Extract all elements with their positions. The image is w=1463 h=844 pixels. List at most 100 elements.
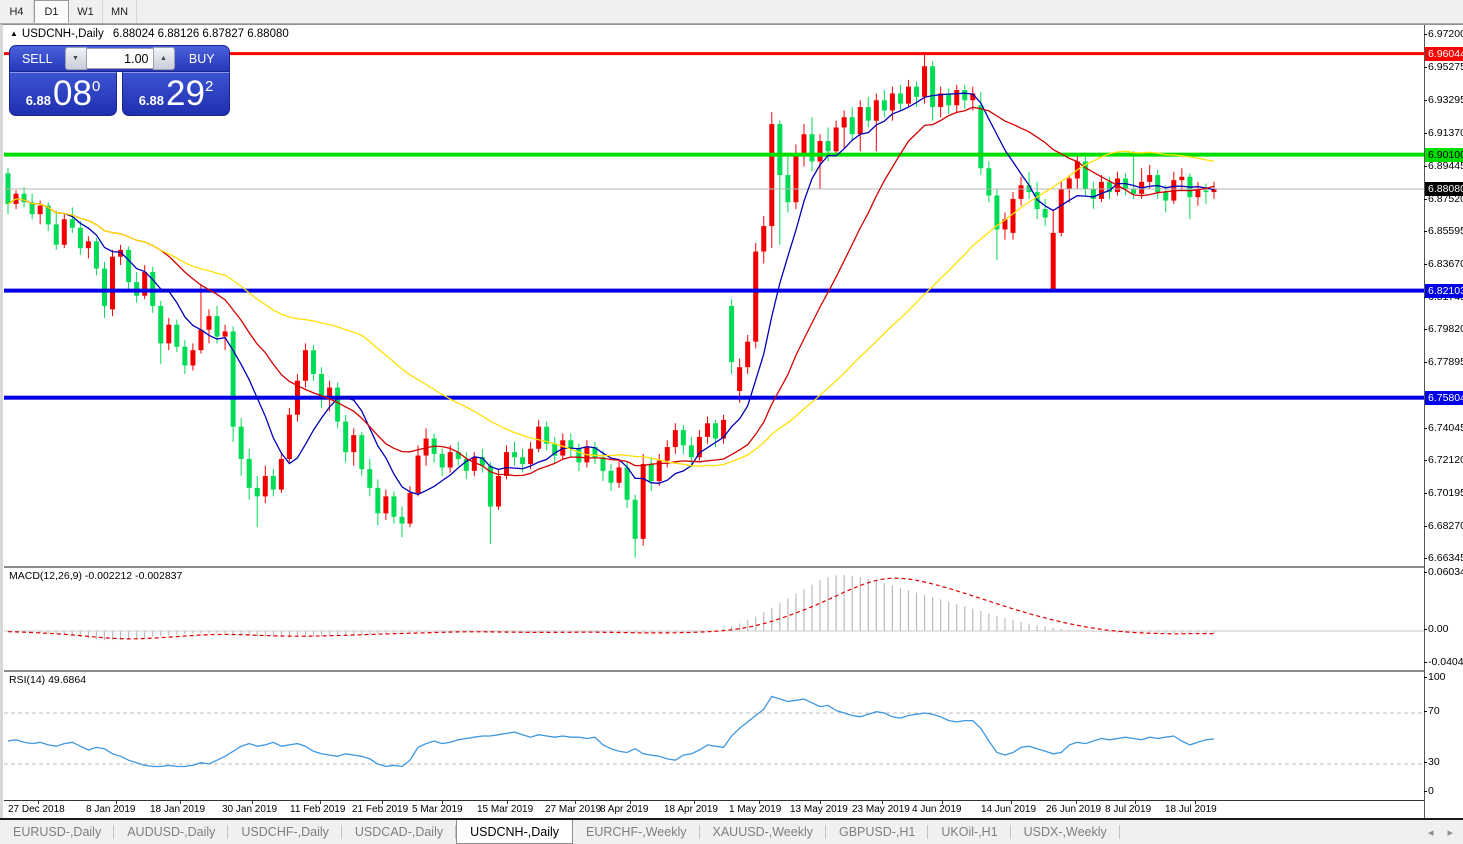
date-label: 8 Jan 2019 xyxy=(86,804,136,815)
price-tick-6.95275: 6.95275 xyxy=(1424,61,1463,73)
tab-scroll-left-icon[interactable]: ◂ xyxy=(1427,826,1434,839)
moving-average-45 xyxy=(7,150,1215,467)
price-badge-6.82103: 6.82103 xyxy=(1425,283,1463,298)
symbol-tab-eurusd-daily[interactable]: EURUSD-,Daily xyxy=(0,820,115,844)
level-line-6.90100[interactable] xyxy=(4,152,1424,157)
rsi-canvas xyxy=(4,695,1424,768)
price-tick-6.79820: 6.79820 xyxy=(1424,323,1463,335)
level-line-6.96044[interactable] xyxy=(4,52,1424,56)
symbol-tab-audusd-daily[interactable]: AUDUSD-,Daily xyxy=(114,820,229,844)
sell-price-prefix: 6.88 xyxy=(25,92,52,108)
date-tickmark xyxy=(1011,801,1012,804)
rsi-tick-30: 30 xyxy=(1424,756,1440,768)
date-label: 5 Mar 2019 xyxy=(412,804,463,815)
date-tickmark xyxy=(442,801,443,804)
rsi-label: RSI(14) 49.6864 xyxy=(9,674,87,686)
date-tickmark xyxy=(575,801,576,804)
date-label: 1 May 2019 xyxy=(729,804,782,815)
date-tickmark xyxy=(507,801,508,804)
price-tick-6.74045: 6.74045 xyxy=(1424,422,1463,434)
chart-ohlc-values: 6.88024 6.88126 6.87827 6.88080 xyxy=(112,28,289,40)
chevron-down-icon: ▼ xyxy=(72,55,79,62)
date-tickmark xyxy=(630,801,631,804)
symbol-tab-usdchf-daily[interactable]: USDCHF-,Daily xyxy=(228,820,342,844)
price-tick-6.68270: 6.68270 xyxy=(1424,520,1463,532)
timeframe-button-w1[interactable]: W1 xyxy=(69,0,103,23)
price-tick-6.97200: 6.97200 xyxy=(1424,28,1463,40)
price-tick-6.77895: 6.77895 xyxy=(1424,356,1463,368)
date-tickmark xyxy=(320,801,321,804)
date-tickmark xyxy=(116,801,117,804)
date-label: 8 Apr 2019 xyxy=(600,804,649,815)
date-tickmark xyxy=(382,801,383,804)
price-pane[interactable]: ▲ USDCNH-,Daily 6.88024 6.88126 6.87827 6… xyxy=(4,25,1424,566)
buy-price-display[interactable]: 6.88 29 2 xyxy=(122,72,230,116)
tab-scroll-right-icon[interactable]: ▸ xyxy=(1447,826,1453,839)
symbol-tab-eurchf-weekly[interactable]: EURCHF-,Weekly xyxy=(573,820,700,844)
rsi-tick-70: 70 xyxy=(1424,705,1440,717)
level-line-6.75804[interactable] xyxy=(4,395,1424,400)
sell-price-pips: 08 xyxy=(53,74,92,113)
price-axis[interactable]: 6.97200 6.95275 6.93295 6.91370 6.89445 6.875… xyxy=(1423,25,1463,819)
symbol-tab-usdx-weekly[interactable]: USDX-,Weekly xyxy=(1011,820,1120,844)
buy-button[interactable]: BUY xyxy=(188,51,215,66)
buy-price-point: 2 xyxy=(204,77,214,95)
price-tick-6.72120: 6.72120 xyxy=(1424,454,1463,466)
date-label: 27 Dec 2018 xyxy=(8,804,65,815)
macd-canvas xyxy=(4,575,1424,641)
macd-tick-0.00: 0.00 xyxy=(1423,623,1449,635)
date-label: 30 Jan 2019 xyxy=(222,804,278,815)
level-line-6.82103[interactable] xyxy=(4,288,1424,293)
timeframe-button-mn[interactable]: MN xyxy=(103,0,137,23)
collapse-arrow-icon[interactable]: ▲ xyxy=(10,29,18,38)
chart-symbol-label: USDCNH-,Daily xyxy=(21,28,104,40)
price-tick-6.66345: 6.66345 xyxy=(1424,552,1463,564)
price-badge-6.88080: 6.88080 xyxy=(1425,182,1463,196)
macd-tick--0.040415: -0.040415 xyxy=(1423,656,1463,668)
price-tick-6.93295: 6.93295 xyxy=(1424,94,1463,106)
sell-price-display[interactable]: 6.88 08 0 xyxy=(9,72,117,116)
date-tickmark xyxy=(820,801,821,804)
chart-title: ▲ USDCNH-,Daily 6.88024 6.88126 6.87827 6… xyxy=(10,28,289,40)
symbol-tab-xauusd-weekly[interactable]: XAUUSD-,Weekly xyxy=(700,820,826,844)
date-tickmark xyxy=(252,801,253,804)
date-label: 23 May 2019 xyxy=(852,804,910,815)
rsi-tick-100: 100 xyxy=(1424,671,1446,683)
date-label: 13 May 2019 xyxy=(790,804,848,815)
date-tickmark xyxy=(694,801,695,804)
date-tickmark xyxy=(882,801,883,804)
macd-pane[interactable]: MACD(12,26,9) -0.002212 -0.002837 xyxy=(4,566,1424,670)
symbol-tab-ukoil-h1[interactable]: UKOil-,H1 xyxy=(928,820,1011,844)
sell-button[interactable]: SELL xyxy=(21,51,53,66)
symbol-tab-usdcad-daily[interactable]: USDCAD-,Daily xyxy=(342,820,457,844)
symbol-tab-gbpusd-h1[interactable]: GBPUSD-,H1 xyxy=(826,820,929,844)
volume-increase-button[interactable]: ▲ xyxy=(152,47,175,70)
price-chart-canvas xyxy=(4,52,1424,558)
date-label: 18 Jul 2019 xyxy=(1165,804,1217,815)
price-badge-6.75804: 6.75804 xyxy=(1425,390,1463,405)
rsi-line xyxy=(7,695,1215,768)
chart-window: ▲ USDCNH-,Daily 6.88024 6.88126 6.87827 6… xyxy=(0,24,1463,820)
date-label: 27 Mar 2019 xyxy=(545,804,602,815)
price-tick-6.85595: 6.85595 xyxy=(1424,225,1463,237)
date-tickmark xyxy=(1195,801,1196,804)
level-line-6.88080[interactable] xyxy=(4,188,1424,190)
date-label: 18 Apr 2019 xyxy=(664,804,718,815)
timeframe-button-d1[interactable]: D1 xyxy=(34,0,69,23)
date-tickmark xyxy=(1135,801,1136,804)
date-label: 21 Feb 2019 xyxy=(352,804,409,815)
buy-price-prefix: 6.88 xyxy=(138,92,165,108)
timeframe-button-h4[interactable]: H4 xyxy=(0,0,34,23)
one-click-trade-panel: SELL ▼ ▲ BUY 6.88 08 0 6.88 29 2 xyxy=(9,45,230,116)
sell-price-point: 0 xyxy=(91,77,101,95)
volume-decrease-button[interactable]: ▼ xyxy=(64,47,87,70)
date-tickmark xyxy=(38,801,39,804)
date-axis[interactable]: 27 Dec 2018 8 Jan 2019 18 Jan 2019 30 Jan 2… xyxy=(4,800,1424,820)
buy-price-pips: 29 xyxy=(166,74,205,113)
macd-label: MACD(12,26,9) -0.002212 -0.002837 xyxy=(9,570,183,582)
volume-input[interactable] xyxy=(86,48,153,69)
rsi-pane[interactable]: RSI(14) 49.6864 xyxy=(4,670,1424,800)
date-label: 11 Feb 2019 xyxy=(290,804,346,815)
symbol-tab-usdcnh-daily[interactable]: USDCNH-,Daily xyxy=(456,820,574,844)
symbol-tab-bar: EURUSD-,Daily AUDUSD-,Daily USDCHF-,Daily U… xyxy=(0,818,1463,844)
